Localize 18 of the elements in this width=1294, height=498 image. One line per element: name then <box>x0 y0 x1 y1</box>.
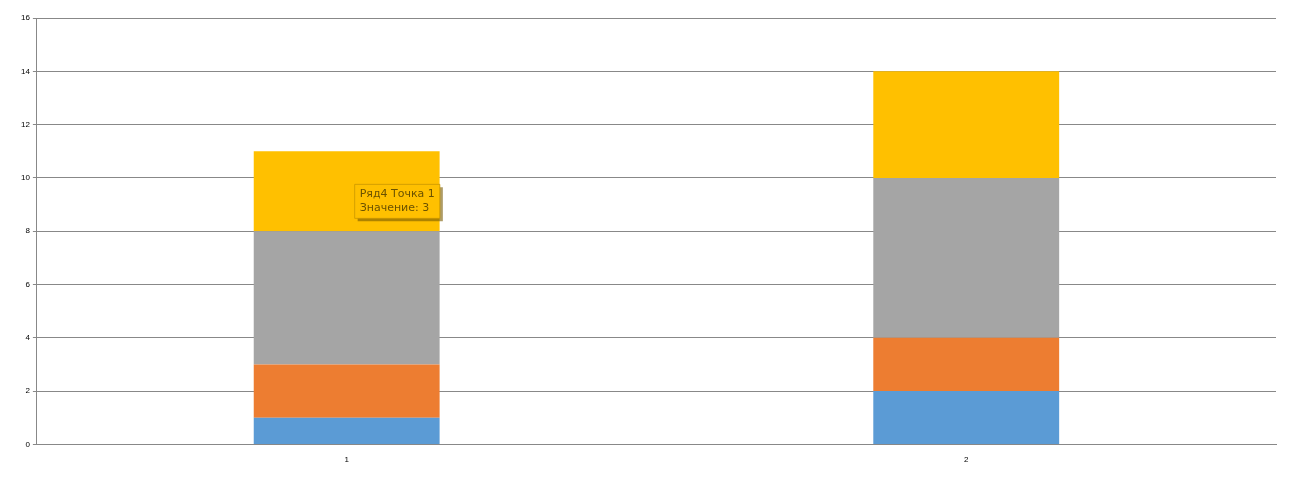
bar <box>253 231 440 365</box>
y-tick-label: 8 <box>25 226 31 236</box>
y-tick-label: 0 <box>25 439 31 449</box>
bar <box>873 391 1060 444</box>
y-tick-label: 16 <box>20 13 31 23</box>
y-tick-label: 10 <box>20 173 31 183</box>
y-tick-label: 12 <box>20 119 31 129</box>
bar <box>253 417 440 444</box>
y-tick-label: 4 <box>25 333 31 342</box>
x-tick-label: 1 <box>344 455 350 465</box>
bar <box>253 364 440 418</box>
bar <box>873 177 1060 338</box>
y-tick-label: 2 <box>25 386 31 396</box>
bar <box>873 71 1060 178</box>
bar <box>873 337 1060 392</box>
y-tick-label: 14 <box>20 66 31 76</box>
y-tick-label: 6 <box>25 279 31 289</box>
annotation: Ряд4 Точка 1 Значение: 3 <box>359 186 435 214</box>
